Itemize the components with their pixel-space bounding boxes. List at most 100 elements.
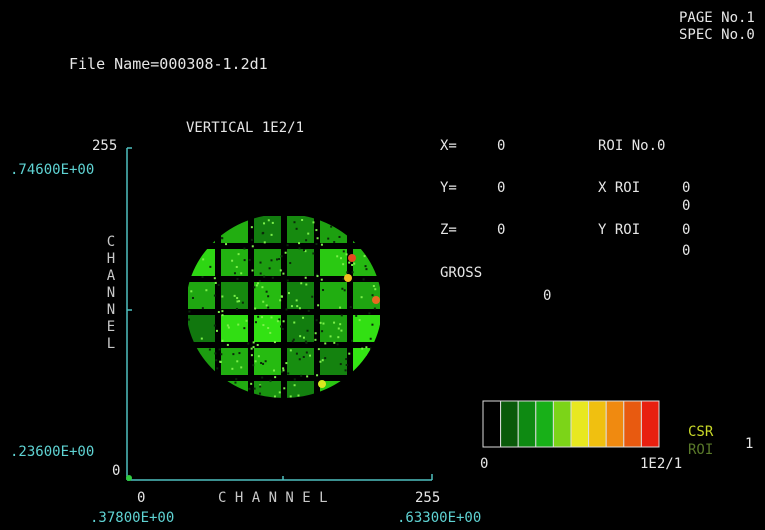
beam-speckle (284, 251, 287, 254)
beam-speckle (348, 352, 351, 355)
beam-speckle (299, 335, 302, 338)
beam-grid-cell (221, 216, 248, 243)
beam-speckle (236, 277, 239, 280)
beam-speckle (267, 219, 270, 222)
scale-min-label: 0 (480, 456, 489, 472)
color-scale-bar (482, 400, 660, 448)
beam-speckle (315, 319, 318, 322)
z-coordinate-label: Z= (440, 222, 457, 238)
beam-speckle (221, 310, 224, 313)
beam-speckle (218, 348, 221, 351)
beam-speckle (315, 229, 318, 232)
beam-hot-spot (318, 380, 326, 388)
beam-speckle (252, 346, 255, 349)
beam-speckle (351, 271, 354, 274)
beam-grid-cell (254, 216, 281, 243)
beam-speckle (282, 369, 285, 372)
beam-hot-spot (372, 296, 380, 304)
beam-speckle (327, 237, 330, 240)
beam-speckle (243, 327, 246, 330)
beam-speckle (321, 330, 324, 333)
beam-speckle (368, 312, 371, 315)
beam-speckle (233, 272, 236, 275)
beam-speckle (278, 258, 281, 261)
beam-grid-cell (188, 381, 215, 398)
z-coordinate-value: 0 (497, 222, 506, 238)
beam-speckle (362, 278, 365, 281)
beam-speckle (280, 255, 283, 258)
beam-speckle (337, 327, 340, 330)
beam-speckle (293, 384, 296, 387)
beam-profile-image (187, 216, 380, 398)
beam-speckle (320, 278, 323, 281)
beam-speckle (221, 339, 224, 342)
beam-speckle (292, 338, 295, 341)
beam-speckle (205, 289, 208, 292)
beam-speckle (208, 348, 211, 351)
beam-speckle (221, 314, 224, 317)
beam-speckle (261, 376, 264, 379)
beam-speckle (303, 249, 306, 252)
plot-title: VERTICAL 1E2/1 (186, 120, 305, 136)
beam-hot-spot (348, 254, 356, 262)
origin-marker (126, 475, 132, 481)
beam-speckle (226, 324, 229, 327)
beam-speckle (252, 364, 255, 367)
beam-grid-cell (353, 348, 380, 375)
beam-speckle (365, 346, 368, 349)
color-scale-swatch (588, 400, 607, 448)
beam-speckle (285, 308, 288, 311)
beam-speckle (307, 232, 310, 235)
beam-speckle (271, 221, 274, 224)
beam-speckle (289, 262, 292, 265)
beam-speckle (276, 320, 279, 323)
beam-grid-cell (287, 348, 314, 375)
beam-speckle (339, 306, 342, 309)
beam-speckle (295, 299, 298, 302)
beam-speckle (267, 327, 270, 330)
beam-speckle (259, 392, 262, 395)
beam-speckle (248, 258, 251, 261)
beam-speckle (333, 241, 336, 244)
beam-speckle (243, 247, 246, 250)
beam-speckle (231, 259, 234, 262)
scale-max-label: 1E2/1 (640, 456, 683, 472)
csr-label: CSR (688, 424, 714, 440)
y-axis-label-letter: N (106, 302, 116, 318)
beam-speckle (215, 329, 218, 332)
y-max-value: .74600E+00 (10, 162, 95, 178)
beam-speckle (263, 275, 266, 278)
beam-speckle (369, 347, 372, 350)
beam-speckle (213, 294, 216, 297)
file-name-label: File Name=000308-1.2d1 (69, 55, 268, 73)
beam-speckle (304, 276, 307, 279)
beam-speckle (333, 341, 336, 344)
beam-speckle (220, 353, 223, 356)
beam-speckle (364, 265, 367, 268)
beam-speckle (250, 382, 253, 385)
beam-speckle (345, 253, 348, 256)
color-scale-swatch (552, 400, 572, 448)
color-scale-swatch (605, 400, 625, 448)
beam-speckle (345, 358, 348, 361)
roi-number-label: ROI No.0 (598, 138, 666, 154)
beam-grid-cell (221, 381, 248, 398)
beam-speckle (261, 316, 264, 319)
beam-speckle (371, 323, 374, 326)
beam-speckle (319, 360, 322, 363)
beam-speckle (251, 245, 254, 248)
y-coordinate-value: 0 (497, 180, 506, 196)
beam-speckle (238, 352, 241, 355)
beam-speckle (341, 287, 344, 290)
beam-speckle (264, 360, 267, 363)
beam-speckle (278, 391, 281, 394)
y-axis-label-letter: L (106, 336, 116, 352)
beam-speckle (340, 314, 343, 317)
beam-speckle (248, 387, 251, 390)
beam-grid-cell (221, 348, 248, 375)
beam-speckle (300, 374, 303, 377)
beam-speckle (282, 367, 285, 370)
beam-speckle (214, 281, 217, 284)
beam-speckle (267, 306, 270, 309)
